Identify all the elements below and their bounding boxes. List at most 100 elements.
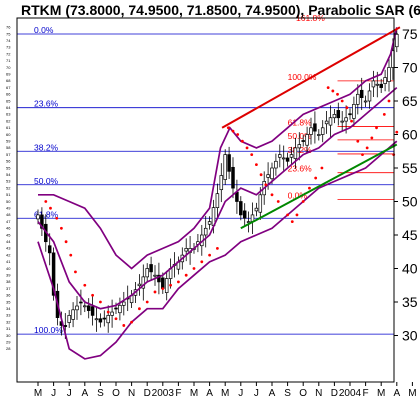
candle-body	[285, 157, 290, 162]
sar-point	[91, 293, 94, 297]
candle-body	[114, 307, 118, 310]
candle-body	[231, 166, 235, 189]
minor-tick-label: 60	[6, 132, 11, 137]
candle-body	[320, 127, 325, 135]
minor-tick-label: 66	[6, 92, 11, 97]
y-tick-label: 40	[402, 261, 418, 277]
candle-body	[297, 144, 302, 149]
minor-tick-label: 72	[6, 51, 11, 56]
x-axis: M J J A S O N D 2003 F M A M J J A S O N D 2004 F M A M	[34, 382, 417, 399]
minor-tick-label: 76	[6, 25, 11, 30]
x-tick-label: A	[206, 388, 213, 399]
trend-channel	[221, 26, 401, 230]
candle-body	[336, 110, 341, 119]
candle-body	[305, 134, 309, 146]
candle-body	[83, 305, 87, 308]
minor-tick-label: 73	[6, 45, 11, 50]
candle-body	[153, 274, 157, 277]
sar-point	[138, 307, 141, 311]
minor-tick-label: 28	[6, 346, 11, 351]
sar-point	[395, 130, 399, 134]
candle-body	[203, 227, 208, 236]
minor-tick-label: 34	[6, 306, 11, 311]
candle-body	[63, 325, 68, 327]
candle-body	[122, 301, 126, 306]
chart-title: RTKM (73.8000, 74.9500, 71.8500, 74.9500…	[21, 2, 420, 18]
candle-body	[40, 214, 44, 229]
sar-point	[184, 273, 188, 277]
candle-body	[254, 207, 259, 212]
y-tick-label: 70	[402, 60, 418, 76]
bollinger-middle-line	[37, 86, 398, 310]
sar-point	[295, 213, 299, 217]
minor-tick-label: 30	[6, 333, 11, 338]
x-tick-label: M	[377, 388, 385, 399]
fib-extension-label: 100.0%	[288, 72, 317, 82]
x-tick-label: S	[97, 388, 104, 399]
minor-tick-label: 65	[6, 98, 11, 103]
plot-frame	[16, 17, 395, 383]
bollinger-bands	[37, 27, 398, 360]
x-tick-label: N	[315, 388, 322, 399]
candle-body	[137, 283, 142, 287]
minor-tick-label: 51	[6, 192, 11, 197]
minor-tick-label: 55	[6, 165, 11, 170]
candle-body	[379, 83, 383, 88]
candle-body	[106, 315, 110, 324]
fib-level-label: 100.0%	[34, 325, 63, 335]
x-tick-label: F	[175, 388, 181, 399]
candle-body	[371, 80, 376, 88]
candle-body	[71, 309, 75, 320]
minor-tick-label: 70	[6, 65, 11, 70]
candle-body	[207, 221, 212, 225]
fib-level-label: 38.2%	[34, 142, 59, 152]
candle-body	[258, 194, 263, 213]
sar-point	[130, 320, 134, 324]
minor-tick-label: 41	[6, 259, 11, 264]
y-tick-label: 45	[402, 227, 418, 243]
candle-body	[344, 117, 348, 122]
sar-point	[356, 139, 360, 143]
minor-tick-label: 38	[6, 279, 11, 284]
minor-tick-label: 33	[6, 313, 11, 318]
sar-point	[145, 300, 149, 304]
bollinger-lower-line	[37, 140, 398, 360]
minor-tick-label: 45	[6, 232, 11, 237]
x-tick-label: F	[363, 388, 369, 399]
candle-body	[375, 83, 380, 86]
minor-tick-label: 39	[6, 273, 11, 278]
sar-point	[375, 126, 378, 130]
candle-body	[332, 114, 337, 119]
minor-tick-label: 58	[6, 145, 11, 150]
x-tick-label: M	[190, 388, 198, 399]
x-tick-label: D	[144, 388, 151, 399]
candle-body	[86, 305, 91, 311]
y-tick-label: 50	[402, 194, 418, 210]
minor-tick-label: 53	[6, 179, 11, 184]
minor-tick-label: 68	[6, 78, 11, 83]
x-tick-label: 2003	[152, 388, 175, 399]
sar-point	[320, 166, 324, 170]
candle-body	[184, 248, 188, 252]
minor-tick-label: 49	[6, 206, 11, 211]
candle-body	[75, 305, 79, 311]
sar-point	[270, 193, 274, 197]
sar-point	[231, 129, 235, 133]
sar-point	[336, 92, 339, 96]
candle-body	[356, 93, 360, 105]
sar-point	[192, 267, 196, 270]
minor-tick-label: 64	[6, 105, 11, 110]
sar-point	[370, 136, 374, 140]
sar-point	[153, 290, 157, 294]
x-tick-label: J	[67, 388, 72, 399]
minor-tick-label: 48	[6, 212, 11, 217]
parabolic-sar-series	[44, 86, 399, 327]
candle-body	[110, 311, 114, 316]
candle-body	[309, 127, 313, 135]
sar-point	[345, 106, 349, 110]
minor-tick-label: 57	[6, 152, 11, 157]
x-tick-label: D	[331, 388, 338, 399]
fib-extension-label: 38.2%	[288, 145, 313, 155]
candle-body	[149, 264, 153, 273]
